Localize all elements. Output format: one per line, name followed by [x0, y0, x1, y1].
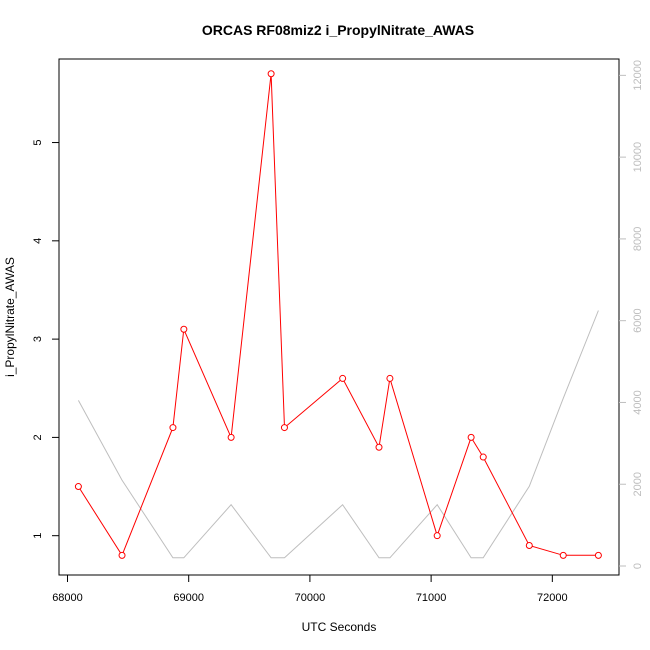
plot-frame — [58, 58, 620, 576]
x-tick-label: 68000 — [52, 592, 83, 604]
y2-tick-label: 2000 — [632, 472, 644, 496]
data-point — [433, 532, 441, 540]
y2-tick-label: 6000 — [632, 308, 644, 332]
y-tick-label: 1 — [32, 533, 44, 539]
y-tick-label: 3 — [32, 336, 44, 342]
data-point — [227, 433, 235, 441]
data-point — [525, 542, 533, 550]
y2-tick-label: 4000 — [632, 390, 644, 414]
y-tick-label: 5 — [32, 139, 44, 145]
x-tick-label: 71000 — [416, 592, 447, 604]
data-point — [180, 325, 188, 333]
y2-axis: 0 2000 4000 6000 8000 10000 12000 — [619, 60, 644, 569]
y2-tick-label: 12000 — [632, 60, 644, 91]
data-point — [118, 551, 126, 559]
y2-tick-label: 8000 — [632, 227, 644, 251]
data-point — [594, 551, 602, 559]
y2-tick-label: 0 — [632, 563, 644, 569]
data-point — [559, 551, 567, 559]
data-point — [169, 424, 177, 432]
data-point — [467, 433, 475, 441]
y-axis: 1 2 3 4 5 — [32, 139, 59, 539]
primary-series-line — [77, 73, 599, 557]
data-point — [74, 483, 82, 491]
chart-title: ORCAS RF08miz2 i_PropylNitrate_AWAS — [202, 22, 474, 38]
y2-tick-label: 10000 — [632, 142, 644, 173]
series-layer — [74, 70, 602, 559]
x-axis: 68000 69000 70000 71000 72000 — [52, 575, 568, 604]
data-point — [339, 374, 347, 382]
data-point — [280, 424, 288, 432]
data-point — [375, 443, 383, 451]
y-tick-label: 2 — [32, 434, 44, 440]
y-axis-label: i_PropylNitrate_AWAS — [3, 257, 17, 377]
data-point — [479, 453, 487, 461]
y-tick-label: 4 — [32, 238, 44, 244]
data-point — [267, 70, 275, 78]
secondary-series-line — [77, 310, 599, 559]
x-tick-label: 72000 — [537, 592, 568, 604]
x-tick-label: 69000 — [173, 592, 204, 604]
x-tick-label: 70000 — [295, 592, 326, 604]
data-point — [386, 374, 394, 382]
x-axis-label: UTC Seconds — [302, 620, 377, 634]
